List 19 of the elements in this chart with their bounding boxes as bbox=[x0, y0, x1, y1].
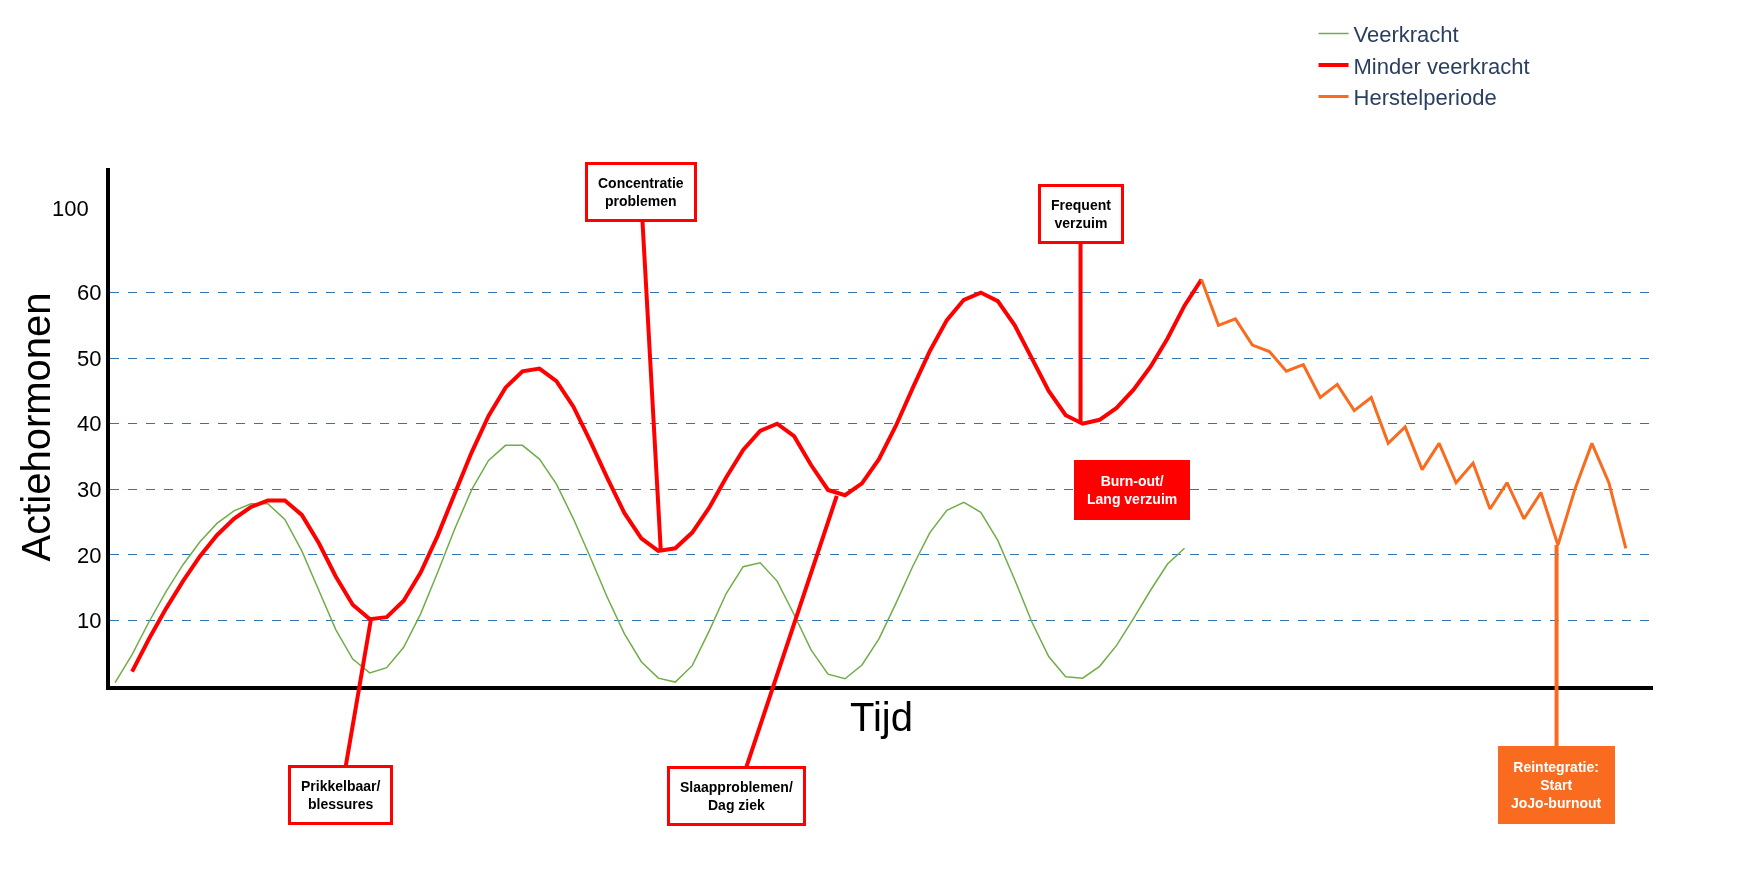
text: 100 bbox=[52, 196, 89, 221]
y-tick-label: 20 bbox=[77, 542, 102, 568]
line-series bbox=[114, 444, 1186, 684]
annotation: Concentratie problemen bbox=[598, 175, 684, 210]
y-tick-label: 30 bbox=[77, 476, 102, 502]
y-tick-label: 50 bbox=[77, 345, 102, 371]
text: Prikkelbaar/ blessures bbox=[301, 778, 381, 813]
annotation: Frequent verzuim bbox=[1051, 197, 1112, 232]
annotation: Burn-out/ Lang verzuim bbox=[1087, 473, 1178, 508]
text: Reintegratie: Start JoJo-burnout bbox=[1511, 759, 1602, 812]
y-axis-title: Actiehormonen bbox=[14, 292, 59, 562]
text: Slaapproblemen/ Dag ziek bbox=[680, 779, 793, 814]
y-tick-label: 40 bbox=[77, 411, 102, 437]
x-axis-title: Tijd bbox=[850, 695, 913, 739]
y-tick-label: 60 bbox=[77, 280, 102, 306]
legend-label: Veerkracht bbox=[1353, 21, 1459, 47]
y-tick-label: 10 bbox=[77, 608, 102, 634]
legend-label: Herstelperiode bbox=[1353, 85, 1497, 111]
legend-label: Minder veerkracht bbox=[1353, 53, 1530, 79]
